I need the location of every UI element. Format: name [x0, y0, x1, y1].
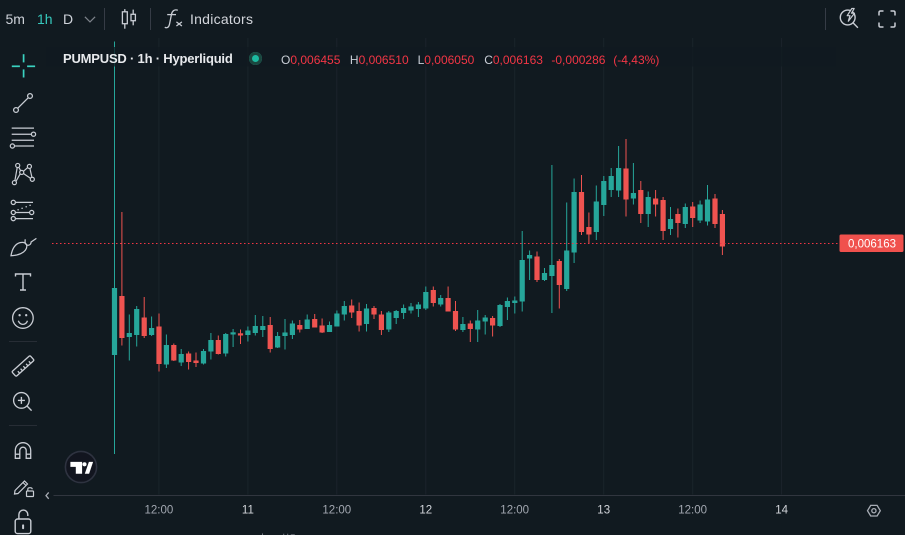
svg-text:14: 14 [775, 505, 788, 517]
svg-text:0,006163: 0,006163 [848, 239, 896, 251]
svg-text:12:00: 12:00 [322, 505, 351, 517]
svg-text:12:00: 12:00 [145, 505, 174, 517]
svg-text:12:00: 12:00 [500, 505, 529, 517]
svg-text:12:00: 12:00 [678, 505, 707, 517]
svg-text:13: 13 [597, 505, 610, 517]
svg-text:11: 11 [242, 505, 254, 517]
svg-text:12: 12 [419, 505, 432, 517]
